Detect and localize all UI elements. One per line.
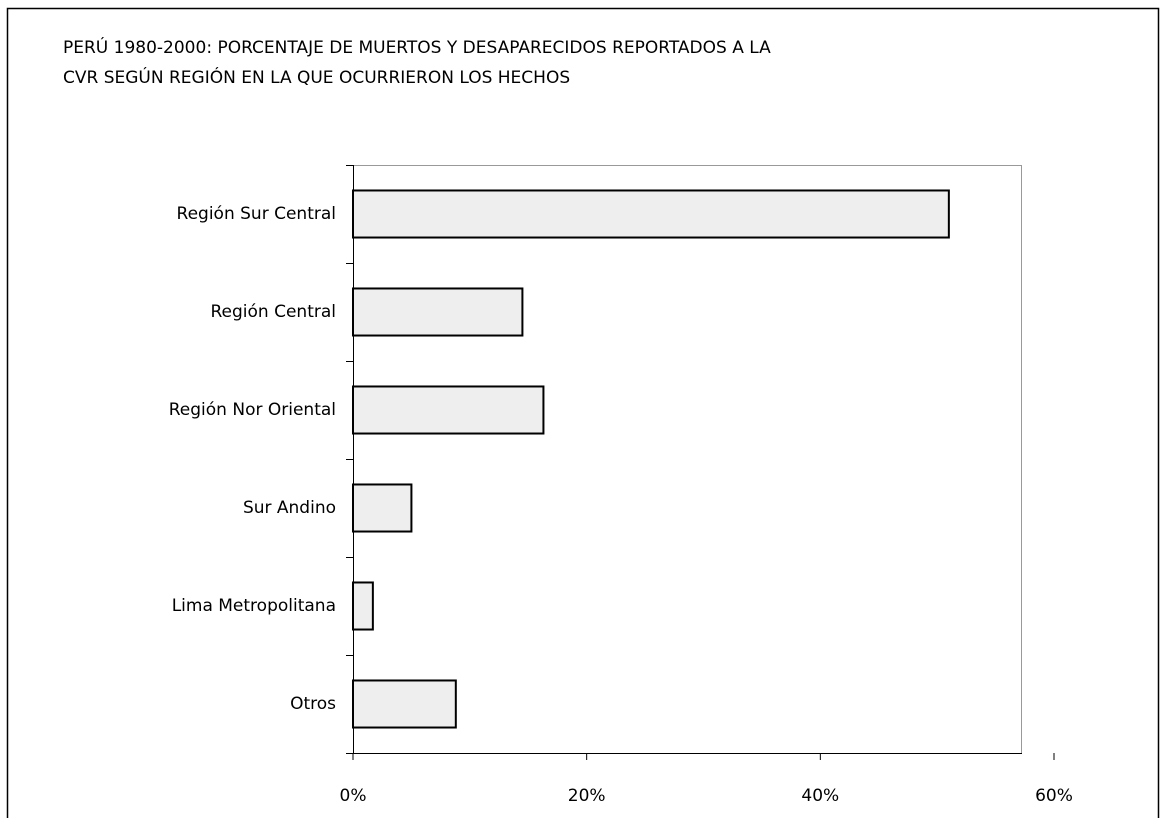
bar <box>352 679 457 729</box>
x-tick-label: 20% <box>568 786 606 806</box>
y-tick-label: Región Central <box>211 302 337 322</box>
x-tick-label: 60% <box>1035 786 1073 806</box>
y-tick-label: Otros <box>290 694 336 714</box>
y-tick-label: Sur Andino <box>243 498 336 518</box>
plot-frame <box>353 165 1022 754</box>
y-tick-label: Lima Metropolitana <box>172 596 336 616</box>
chart-title: PERÚ 1980-2000: PORCENTAJE DE MUERTOS Y … <box>63 36 771 58</box>
outer-frame <box>6 7 1160 818</box>
bar <box>352 483 413 533</box>
bar <box>352 581 374 631</box>
x-tick-label: 0% <box>340 786 367 806</box>
x-tick-label: 40% <box>801 786 839 806</box>
y-tick-label: Región Sur Central <box>177 204 336 224</box>
bar <box>352 287 524 337</box>
bar <box>352 385 545 435</box>
chart-title: CVR SEGÚN REGIÓN EN LA QUE OCURRIERON LO… <box>63 66 570 88</box>
y-tick-label: Región Nor Oriental <box>169 400 336 420</box>
bar <box>352 189 950 239</box>
